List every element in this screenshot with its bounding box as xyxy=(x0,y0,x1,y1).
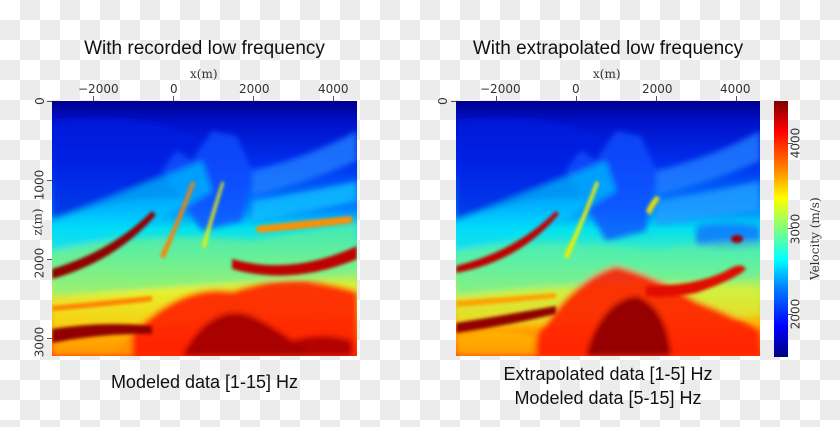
right-caption-line-1: Extrapolated data [1-5] Hz xyxy=(503,364,713,384)
colorbar-label: Velocity (m/s) xyxy=(808,197,822,280)
left-x-tick: 0 xyxy=(170,82,178,96)
colorbar-tick: 3000 xyxy=(788,213,803,245)
left-caption-line: Modeled data [1-15] Hz xyxy=(110,372,299,392)
right-x-tick: −2000 xyxy=(480,82,521,96)
left-panel-title: With recorded low frequency xyxy=(84,38,325,59)
left-velocity-heatmap xyxy=(52,101,357,356)
right-caption: Extrapolated data [1-5] Hz Modeled data … xyxy=(456,362,760,410)
right-caption-line-2: Modeled data [5-15] Hz xyxy=(514,388,702,408)
right-x-tick: 2000 xyxy=(642,82,673,96)
right-panel-title: With extrapolated low frequency xyxy=(472,38,744,59)
right-x-axis-label: x(m) xyxy=(593,67,621,81)
right-x-tick: 4000 xyxy=(720,82,751,96)
colorbar-tick: 2000 xyxy=(788,298,803,330)
right-velocity-heatmap xyxy=(456,101,760,356)
left-x-axis-label: x(m) xyxy=(190,67,218,81)
left-x-tick: −2000 xyxy=(78,82,119,96)
left-y-tick: 3000 xyxy=(32,326,47,358)
colorbar-tick: 4000 xyxy=(788,127,803,159)
velocity-colorbar xyxy=(774,101,788,357)
left-caption: Modeled data [1-15] Hz xyxy=(52,370,357,394)
left-y-axis-label: z(m) xyxy=(30,208,45,236)
left-x-tick: 2000 xyxy=(239,82,270,96)
left-y-tick: 0 xyxy=(32,97,47,105)
right-y-tick: 0 xyxy=(435,97,450,105)
left-y-tick: 2000 xyxy=(32,247,47,279)
left-y-tick: 1000 xyxy=(32,169,47,201)
left-x-tick: 4000 xyxy=(318,82,349,96)
right-x-tick: 0 xyxy=(572,82,580,96)
